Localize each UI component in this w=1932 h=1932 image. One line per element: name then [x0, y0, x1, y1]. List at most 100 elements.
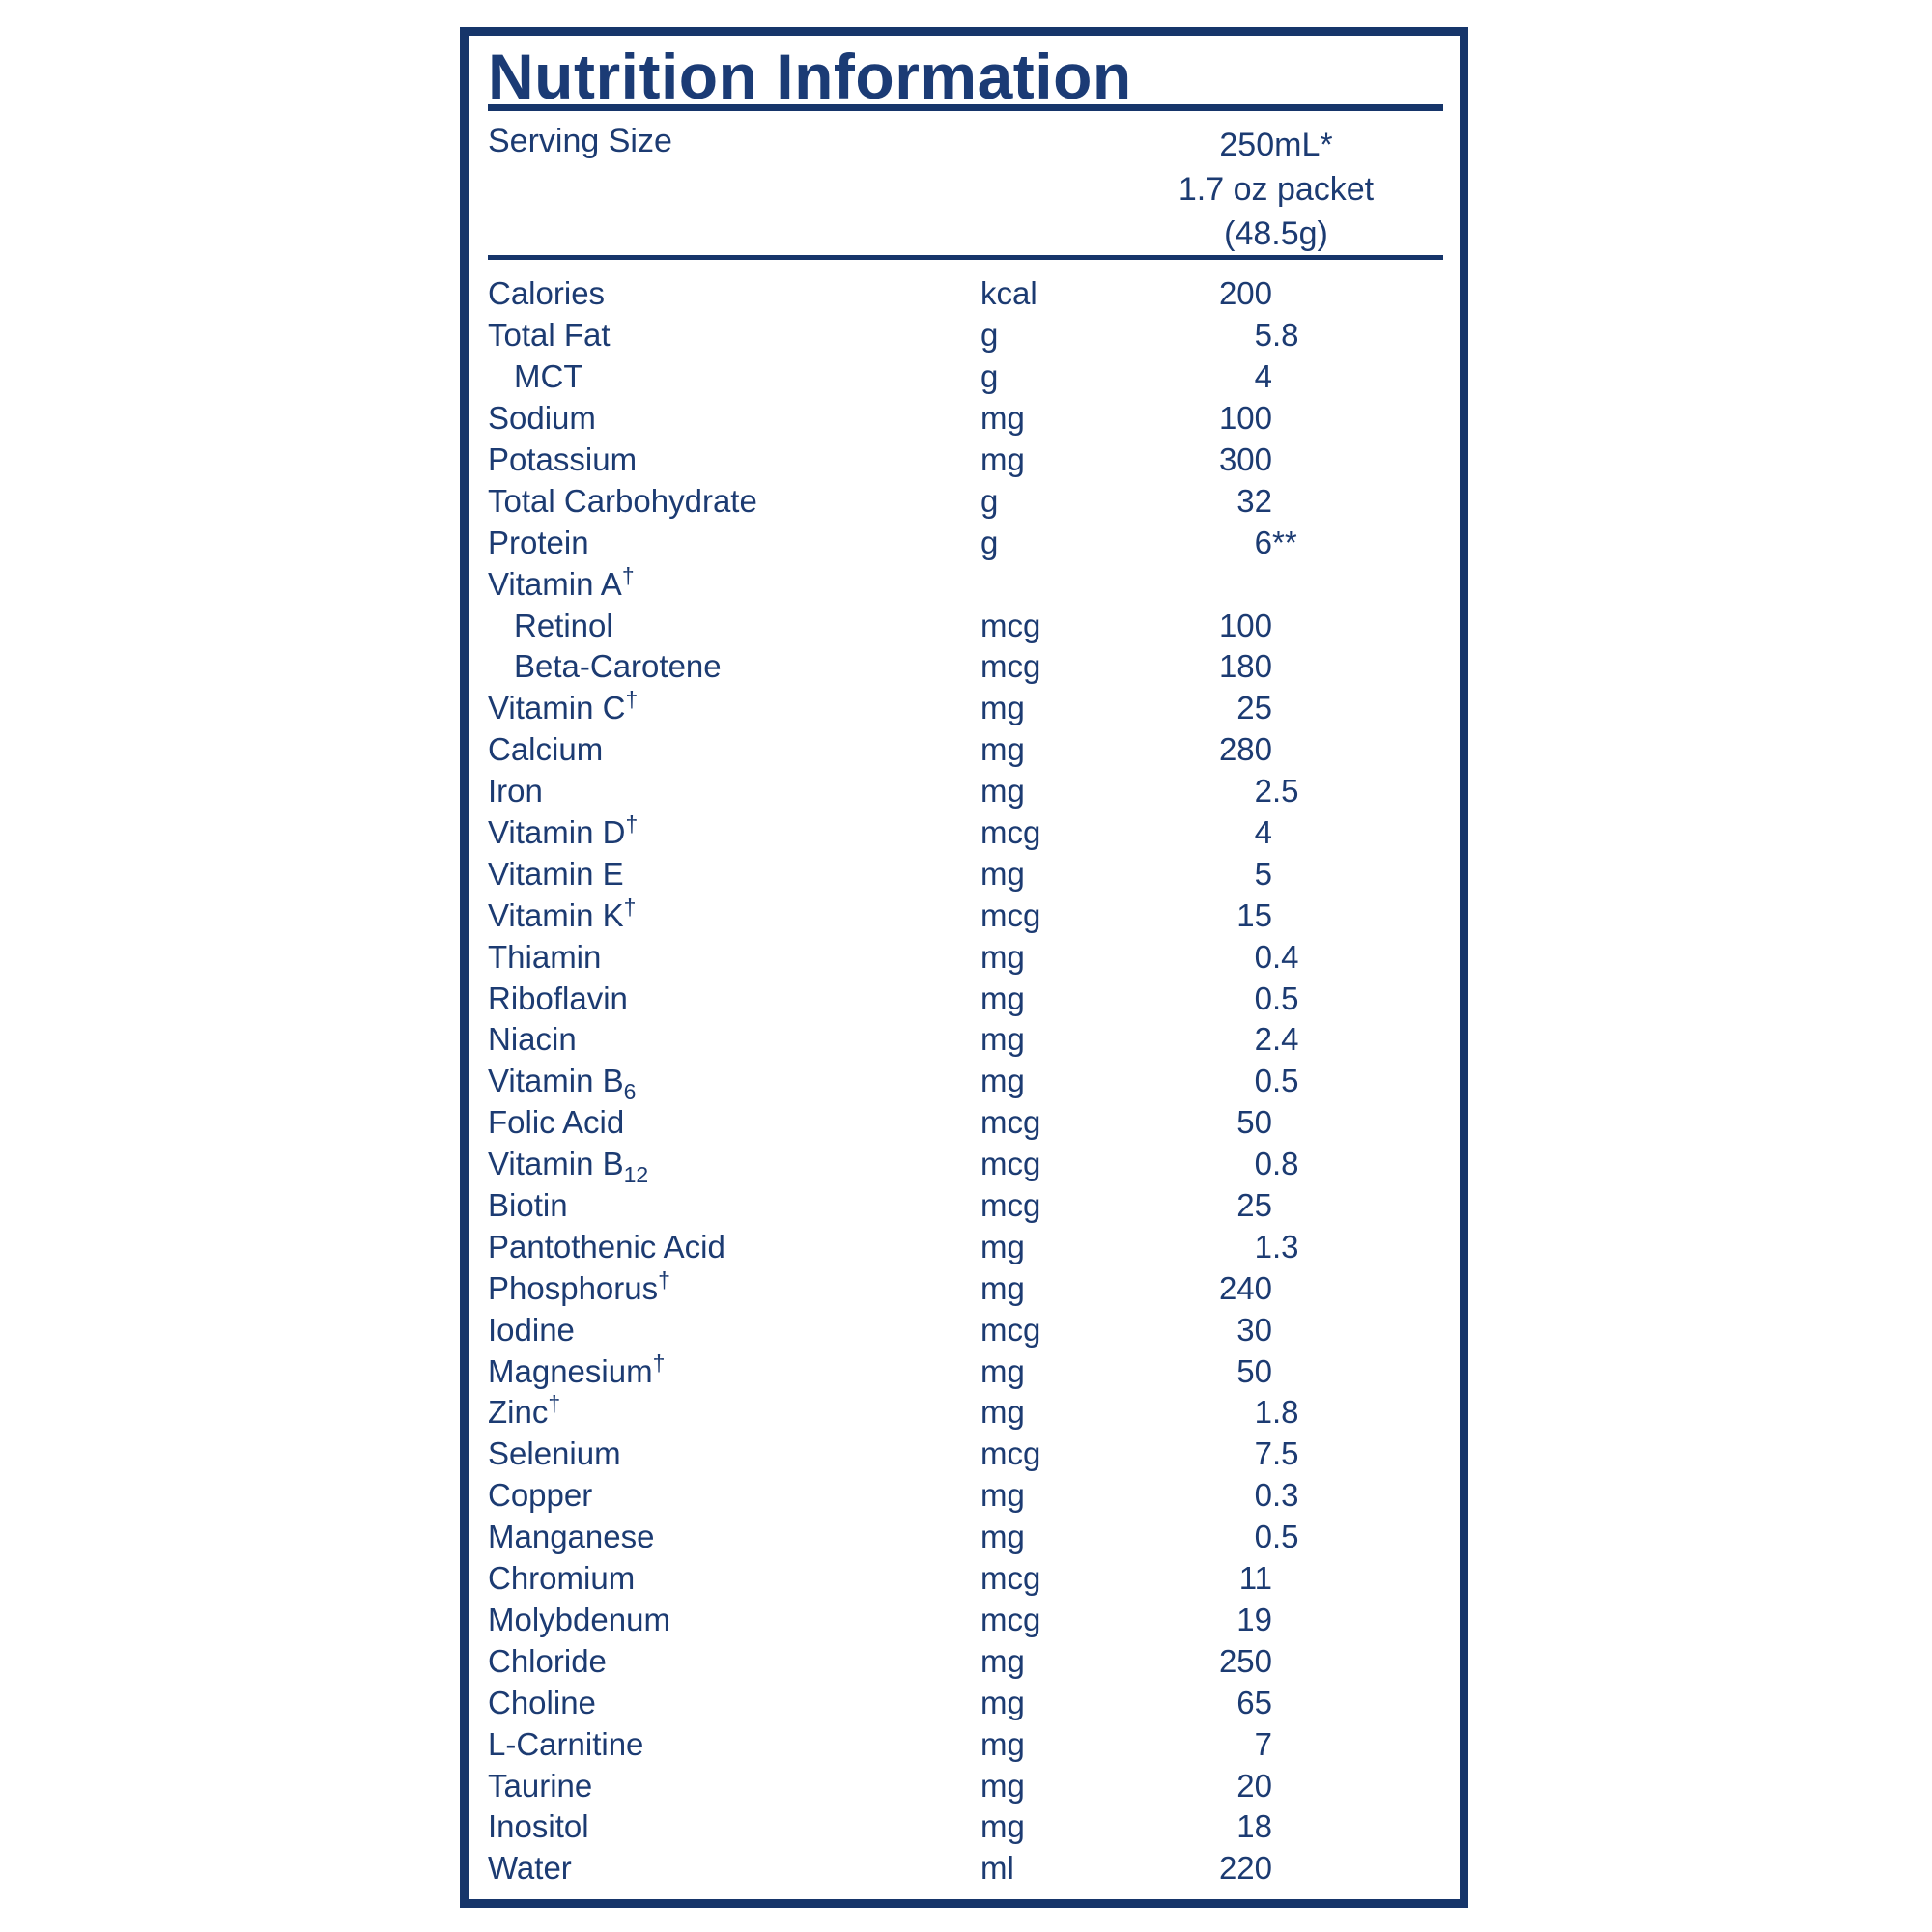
nutrient-name: Iodine — [488, 1311, 575, 1348]
nutrient-value-integer: 25 — [1236, 690, 1272, 726]
nutrient-value-fraction: .4 — [1272, 1021, 1299, 1058]
nutrient-value-integer: 5 — [1254, 317, 1272, 354]
nutrient-row: Protein g 6 ** — [488, 522, 1454, 563]
dagger-superscript: † — [625, 687, 639, 713]
nutrient-name: Potassium — [488, 441, 638, 477]
nutrient-name: Selenium — [488, 1435, 621, 1472]
nutrient-row: Chloride mg 250 — [488, 1640, 1454, 1682]
nutrition-label: Nutrition Information Serving Size 250mL… — [460, 27, 1468, 1908]
nutrient-value-fraction: .4 — [1272, 938, 1299, 975]
title-underline — [488, 104, 1443, 111]
nutrient-value-integer: 0 — [1254, 980, 1272, 1016]
nutrient-name: Chromium — [488, 1560, 636, 1597]
nutrient-unit: mg — [980, 1228, 1025, 1264]
nutrient-name: Niacin — [488, 1021, 577, 1058]
nutrient-value-integer: 11 — [1238, 1560, 1272, 1597]
nutrient-value-fraction: .5 — [1272, 980, 1299, 1016]
nutrient-row: Magnesium† mg 50 — [488, 1350, 1454, 1392]
nutrient-value-integer: 7 — [1254, 1435, 1272, 1472]
nutrient-unit: mcg — [980, 607, 1041, 643]
nutrient-value-fraction: .5 — [1272, 1519, 1299, 1555]
nutrient-name: Vitamin K† — [488, 894, 637, 933]
nutrient-name: Phosphorus† — [488, 1266, 670, 1306]
nutrient-value-integer: 6 — [1254, 524, 1272, 560]
nutrient-value-fraction: .5 — [1272, 1435, 1299, 1472]
serving-size-line: 250mL* — [1219, 127, 1333, 163]
nutrient-value-integer: 65 — [1236, 1684, 1272, 1720]
nutrient-value-integer: 25 — [1236, 1187, 1272, 1224]
nutrient-value-integer: 0 — [1254, 1519, 1272, 1555]
nutrient-row: Selenium mcg 7 .5 — [488, 1434, 1454, 1475]
nutrient-row: Biotin mcg 25 — [488, 1185, 1454, 1227]
nutrient-unit: mcg — [980, 896, 1041, 933]
nutrient-value-integer: 0 — [1254, 1063, 1272, 1099]
nutrient-unit: mcg — [980, 1601, 1041, 1637]
serving-size-line: (48.5g) — [1224, 215, 1328, 252]
nutrient-value-fraction: ** — [1272, 524, 1297, 560]
nutrient-value-integer: 0 — [1254, 1477, 1272, 1514]
nutrient-unit: mcg — [980, 648, 1041, 685]
nutrient-value-integer: 220 — [1218, 1850, 1272, 1887]
nutrient-value-integer: 5 — [1254, 855, 1272, 892]
nutrient-unit: mg — [980, 855, 1025, 892]
nutrient-value-integer: 30 — [1236, 1311, 1272, 1348]
nutrient-unit: mg — [980, 1684, 1025, 1720]
nutrient-name: Pantothenic Acid — [488, 1228, 725, 1264]
nutrient-unit: g — [980, 482, 999, 519]
nutrient-name: Zinc† — [488, 1391, 561, 1431]
nutrient-name: Magnesium† — [488, 1350, 666, 1389]
nutrient-unit: mg — [980, 1767, 1025, 1804]
nutrient-row: Total Fat g 5 .8 — [488, 315, 1454, 356]
nutrient-name: Folic Acid — [488, 1104, 625, 1141]
nutrient-row: Sodium mg 100 — [488, 398, 1454, 440]
nutrient-unit: mg — [980, 1063, 1025, 1099]
nutrient-row: Beta-Carotene mcg 180 — [488, 646, 1454, 688]
nutrient-name: Choline — [488, 1684, 596, 1720]
nutrient-unit: mcg — [980, 1187, 1041, 1224]
nutrient-unit: mg — [980, 1642, 1025, 1679]
nutrient-row: Vitamin E mg 5 — [488, 853, 1454, 895]
nutrient-value-integer: 32 — [1236, 482, 1272, 519]
nutrient-value-integer: 280 — [1218, 731, 1272, 768]
nutrient-unit: mcg — [980, 1146, 1041, 1182]
nutrient-row: Calcium mg 280 — [488, 729, 1454, 771]
nutrient-value-integer: 50 — [1236, 1352, 1272, 1389]
nutrient-value-integer: 50 — [1236, 1104, 1272, 1141]
nutrient-row: Thiamin mg 0 .4 — [488, 936, 1454, 978]
dagger-superscript: † — [658, 1266, 670, 1293]
nutrient-name: Protein — [488, 524, 589, 560]
nutrient-name-subscript: 12 — [623, 1162, 649, 1188]
nutrient-name: Sodium — [488, 400, 596, 437]
nutrient-name: Vitamin C† — [488, 687, 639, 726]
nutrient-row: Vitamin K† mcg 15 — [488, 895, 1454, 936]
nutrient-value-integer: 0 — [1254, 1146, 1272, 1182]
nutrient-row: Niacin mg 2 .4 — [488, 1019, 1454, 1061]
nutrient-value-integer: 4 — [1254, 358, 1272, 395]
nutrient-row: Choline mg 65 — [488, 1682, 1454, 1723]
nutrient-rows: Calories kcal 200 Total Fat g 5 .8 MCT g… — [488, 273, 1454, 1889]
nutrient-unit: mcg — [980, 1311, 1041, 1348]
nutrient-row: Calories kcal 200 — [488, 273, 1454, 315]
dagger-superscript: † — [548, 1391, 561, 1417]
nutrient-value-integer: 100 — [1218, 607, 1272, 643]
nutrient-row: Total Carbohydrate g 32 — [488, 480, 1454, 522]
nutrient-row: Taurine mg 20 — [488, 1765, 1454, 1806]
nutrient-value-integer: 100 — [1218, 400, 1272, 437]
nutrient-unit: g — [980, 358, 999, 395]
serving-size-line: 1.7 oz packet — [1178, 171, 1375, 208]
nutrient-unit: mg — [980, 1352, 1025, 1389]
nutrient-row: L-Carnitine mg 7 — [488, 1723, 1454, 1765]
nutrient-unit: mg — [980, 1519, 1025, 1555]
nutrient-value-integer: 200 — [1218, 275, 1272, 312]
nutrient-unit: mg — [980, 1394, 1025, 1431]
nutrient-value-integer: 300 — [1218, 441, 1272, 477]
nutrient-value-integer: 15 — [1236, 896, 1272, 933]
nutrient-value-integer: 250 — [1218, 1642, 1272, 1679]
nutrient-row: Chromium mcg 11 — [488, 1558, 1454, 1600]
nutrient-value-fraction: .5 — [1272, 773, 1299, 810]
nutrient-unit: kcal — [980, 275, 1037, 312]
nutrient-row: Folic Acid mcg 50 — [488, 1102, 1454, 1144]
nutrient-value-fraction: .5 — [1272, 1063, 1299, 1099]
nutrient-unit: mg — [980, 400, 1025, 437]
nutrient-unit: mg — [980, 980, 1025, 1016]
